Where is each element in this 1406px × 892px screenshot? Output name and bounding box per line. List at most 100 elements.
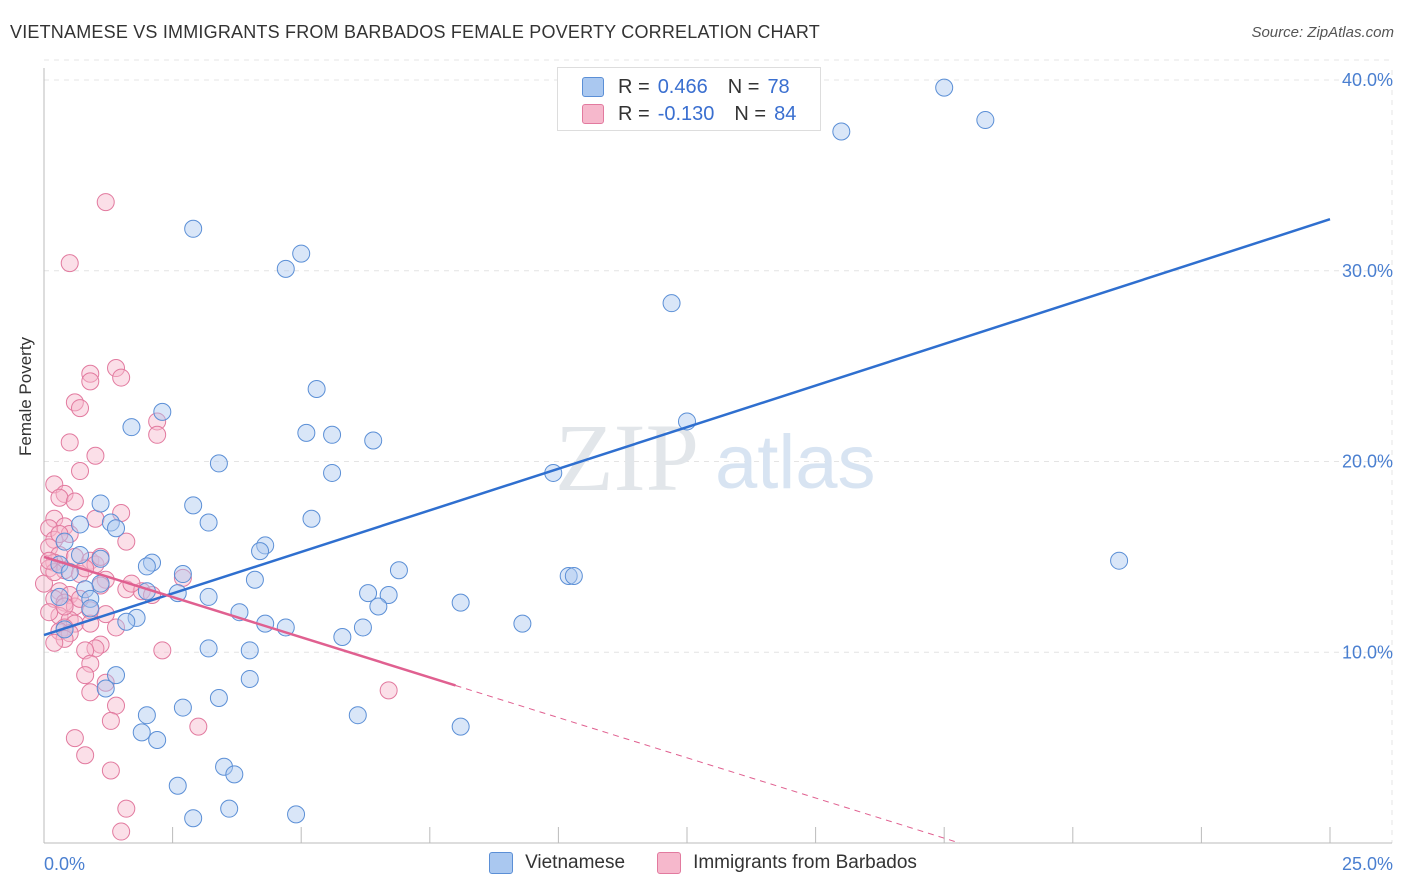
x-tick-label: 25.0% (1342, 854, 1393, 874)
trend-line-barbados (43, 555, 456, 687)
trend-line-vietnamese (43, 218, 1331, 637)
point-barbados (71, 399, 90, 418)
legend-swatch-blue (582, 77, 604, 97)
point-vietnamese (173, 565, 192, 584)
point-vietnamese (71, 545, 90, 564)
point-vietnamese (153, 402, 172, 421)
point-vietnamese (389, 561, 408, 580)
point-barbados (40, 603, 59, 622)
point-vietnamese (353, 618, 372, 637)
point-vietnamese (148, 730, 167, 749)
point-barbados (86, 509, 105, 528)
point-vietnamese (364, 431, 383, 450)
point-vietnamese (323, 425, 342, 444)
point-vietnamese (91, 494, 110, 513)
legend-box: R = 0.466 N = 78 R = -0.130 N = 84 (557, 67, 821, 131)
point-barbados (112, 822, 131, 841)
point-vietnamese (199, 513, 218, 532)
legend-r-value: -0.130 (657, 102, 715, 125)
point-barbados (60, 433, 79, 452)
point-vietnamese (662, 294, 681, 313)
tick-labels: 10.0% 20.0% 30.0% 40.0% 0.0% 25.0% (44, 70, 1393, 874)
y-tick-label: 40.0% (1342, 70, 1393, 90)
legend-item-barbados[interactable]: Immigrants from Barbados (657, 852, 917, 874)
point-vietnamese (81, 599, 100, 618)
y-tick-label: 20.0% (1342, 452, 1393, 472)
point-vietnamese (976, 111, 995, 130)
point-vietnamese (76, 580, 95, 599)
point-barbados (379, 681, 398, 700)
point-barbados (50, 607, 69, 626)
point-vietnamese (117, 612, 136, 631)
point-barbados (101, 711, 120, 730)
trend-lines (43, 218, 1331, 844)
point-barbados (76, 641, 95, 660)
point-vietnamese (256, 536, 275, 555)
point-vietnamese (91, 549, 110, 568)
point-barbados (107, 359, 126, 378)
point-vietnamese (287, 805, 306, 824)
point-barbados (148, 425, 167, 444)
point-vietnamese (101, 513, 120, 532)
point-vietnamese (199, 587, 218, 606)
legend-item-vietnamese[interactable]: Vietnamese (489, 852, 625, 874)
point-barbados (107, 696, 126, 715)
point-vietnamese (209, 689, 228, 708)
legend-label-vietnamese: Vietnamese (525, 852, 626, 873)
point-barbados (96, 673, 115, 692)
source-label: Source: ZipAtlas.com (1251, 24, 1394, 41)
point-barbados (153, 641, 172, 660)
point-vietnamese (184, 219, 203, 238)
point-barbados (86, 446, 105, 465)
chart-title: VIETNAMESE VS IMMIGRANTS FROM BARBADOS F… (10, 22, 820, 42)
legend-n-value: 78 (767, 75, 790, 98)
point-barbados (117, 799, 136, 818)
legend-n-value: 84 (774, 102, 797, 125)
point-vietnamese (323, 463, 342, 482)
point-vietnamese (137, 557, 156, 576)
point-vietnamese (832, 122, 851, 141)
point-barbados (35, 574, 53, 593)
point-vietnamese (302, 509, 321, 528)
point-barbados (81, 654, 100, 673)
point-vietnamese (71, 515, 90, 534)
point-vietnamese (240, 669, 259, 688)
point-vietnamese (215, 757, 234, 776)
watermark-atlas: atlas (715, 420, 876, 505)
legend-r-label: R = (618, 75, 650, 98)
point-vietnamese (297, 423, 316, 442)
x-tick-label: 0.0% (44, 854, 85, 874)
point-barbados (55, 593, 74, 612)
point-barbados (55, 629, 74, 648)
point-vietnamese (333, 627, 352, 646)
point-vietnamese (369, 597, 388, 616)
point-vietnamese (240, 641, 259, 660)
point-vietnamese (935, 78, 954, 97)
point-vietnamese (81, 589, 100, 608)
point-vietnamese (127, 608, 146, 627)
point-barbados (76, 746, 95, 765)
point-vietnamese (132, 723, 151, 742)
point-barbados (81, 372, 100, 391)
y-tick-label: 10.0% (1342, 642, 1393, 662)
point-vietnamese (245, 570, 264, 589)
point-barbados (60, 254, 79, 273)
legend-swatch-blue (489, 852, 514, 874)
point-vietnamese (184, 496, 203, 515)
point-barbados (81, 364, 100, 383)
legend-label-barbados: Immigrants from Barbados (693, 852, 917, 873)
point-vietnamese (96, 679, 115, 698)
point-barbados (45, 633, 64, 652)
point-vietnamese (359, 584, 378, 603)
point-vietnamese (184, 809, 203, 828)
watermark: ZIP atlas (555, 404, 876, 511)
legend-swatch-pink (582, 104, 604, 124)
legend-n-label: N = (727, 75, 760, 98)
axes (43, 68, 1392, 844)
point-vietnamese (564, 566, 583, 585)
point-barbados (65, 729, 84, 748)
bottom-legend: Vietnamese Immigrants from Barbados (0, 852, 1406, 874)
point-vietnamese (307, 380, 326, 399)
y-tick-label: 30.0% (1342, 261, 1393, 281)
point-vietnamese (55, 532, 74, 551)
